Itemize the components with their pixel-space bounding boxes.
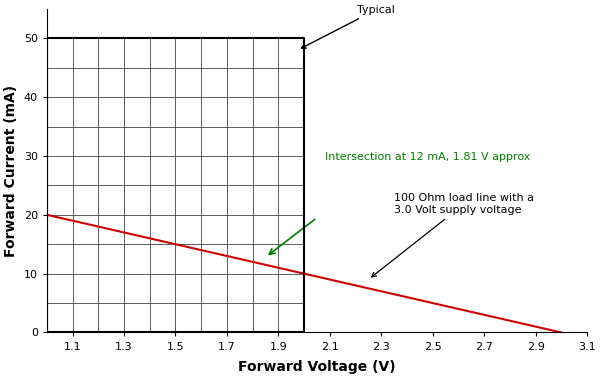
Text: Typical: Typical [302,5,395,48]
Y-axis label: Forward Current (mA): Forward Current (mA) [4,85,18,257]
X-axis label: Forward Voltage (V): Forward Voltage (V) [238,360,396,374]
Text: Intersection at 12 mA, 1.81 V approx: Intersection at 12 mA, 1.81 V approx [325,152,530,162]
Text: 100 Ohm load line with a
3.0 Volt supply voltage: 100 Ohm load line with a 3.0 Volt supply… [371,193,534,277]
Text: Forward Voltage (V): Forward Voltage (V) [0,377,1,378]
